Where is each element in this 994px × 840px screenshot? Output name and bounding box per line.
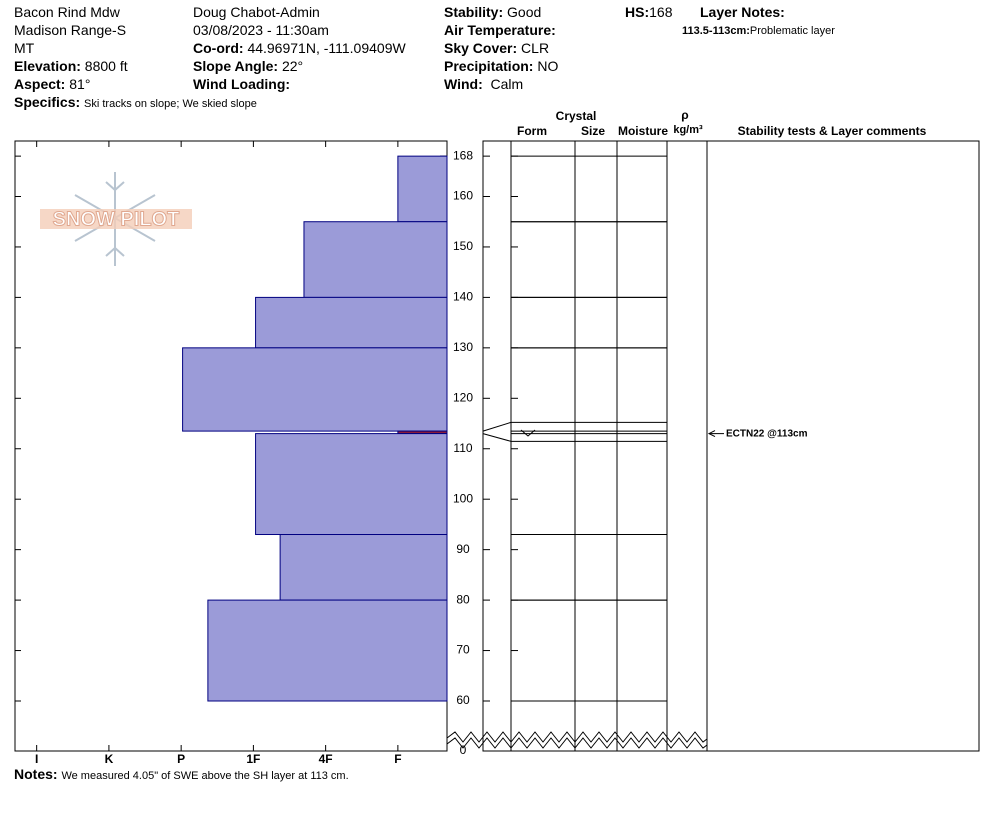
- x-tick-label: P: [177, 752, 185, 766]
- hardness-layer: [279, 534, 448, 601]
- col-header: Form: [517, 124, 547, 138]
- field: HS:168: [625, 4, 673, 20]
- col-header: Moisture: [618, 124, 668, 138]
- y-tick-label: 168: [453, 148, 473, 162]
- layer-frame: [482, 140, 980, 752]
- test-arrowhead: [707, 430, 716, 438]
- y-tick-label: 0: [460, 743, 467, 757]
- hardness-layer: [255, 296, 448, 349]
- col-header: ρ: [681, 108, 688, 122]
- hardness-layer: [207, 599, 448, 702]
- y-tick-label: 140: [453, 290, 473, 304]
- hardness-layer: [397, 155, 448, 223]
- field: Wind Loading:: [193, 76, 291, 92]
- field: Stability: Good: [444, 4, 542, 20]
- column-dividers: [510, 141, 708, 751]
- datetime: 03/08/2023 - 11:30am: [193, 22, 329, 38]
- y-tick-label: 160: [453, 189, 473, 203]
- site: Bacon Rind Mdw: [14, 4, 120, 20]
- field: Layer Notes:: [700, 4, 785, 20]
- field: Slope Angle: 22°: [193, 58, 304, 74]
- x-tick-label: F: [394, 752, 401, 766]
- layer-connector: [482, 433, 512, 442]
- field: Wind: Calm: [444, 76, 524, 92]
- y-tick-label: 80: [456, 592, 470, 606]
- x-tick-label: 4F: [319, 752, 333, 766]
- col-header: kg/m³: [673, 124, 703, 136]
- hardness-layer: [303, 221, 448, 298]
- y-tick-label: 110: [453, 441, 472, 455]
- grain-form-symbol: [520, 429, 536, 437]
- y-tick-label: 100: [453, 491, 473, 505]
- observer: Doug Chabot-Admin: [193, 4, 320, 20]
- range: Madison Range-S: [14, 22, 127, 38]
- x-tick-label: I: [35, 752, 38, 766]
- logo-text: SNOW PILOT: [53, 208, 180, 230]
- hardness-layer: [255, 433, 448, 536]
- col-header: Crystal: [556, 109, 597, 123]
- col-header: Size: [581, 124, 605, 138]
- layer-connector: [482, 421, 512, 432]
- field: Co-ord: 44.96971N, -111.09409W: [193, 40, 406, 56]
- notes: Notes: We measured 4.05" of SWE above th…: [14, 766, 349, 782]
- field: Elevation: 8800 ft: [14, 58, 128, 74]
- logo-band: [40, 209, 192, 229]
- y-tick-label: 90: [456, 542, 470, 556]
- x-tick-label: 1F: [246, 752, 260, 766]
- field: Specifics: Ski tracks on slope; We skied…: [14, 94, 257, 110]
- x-tick-label: K: [105, 752, 114, 766]
- y-tick-label: 60: [456, 693, 470, 707]
- hardness-layer: [182, 347, 448, 432]
- field: Precipitation: NO: [444, 58, 559, 74]
- y-tick-label: 70: [456, 643, 470, 657]
- col-header: Stability tests & Layer comments: [738, 124, 927, 138]
- y-tick-label: 120: [453, 390, 473, 404]
- y-tick-label: 150: [453, 239, 473, 253]
- y-tick-label: 130: [453, 340, 473, 354]
- state: MT: [14, 40, 35, 56]
- field: Aspect: 81°: [14, 76, 91, 92]
- field: Sky Cover: CLR: [444, 40, 550, 56]
- axis-break: [446, 731, 708, 749]
- field: Air Temperature:: [444, 22, 556, 38]
- layer-note: 113.5-113cm:Problematic layer: [682, 25, 835, 37]
- test-label: ECTN22 @113cm: [726, 428, 808, 439]
